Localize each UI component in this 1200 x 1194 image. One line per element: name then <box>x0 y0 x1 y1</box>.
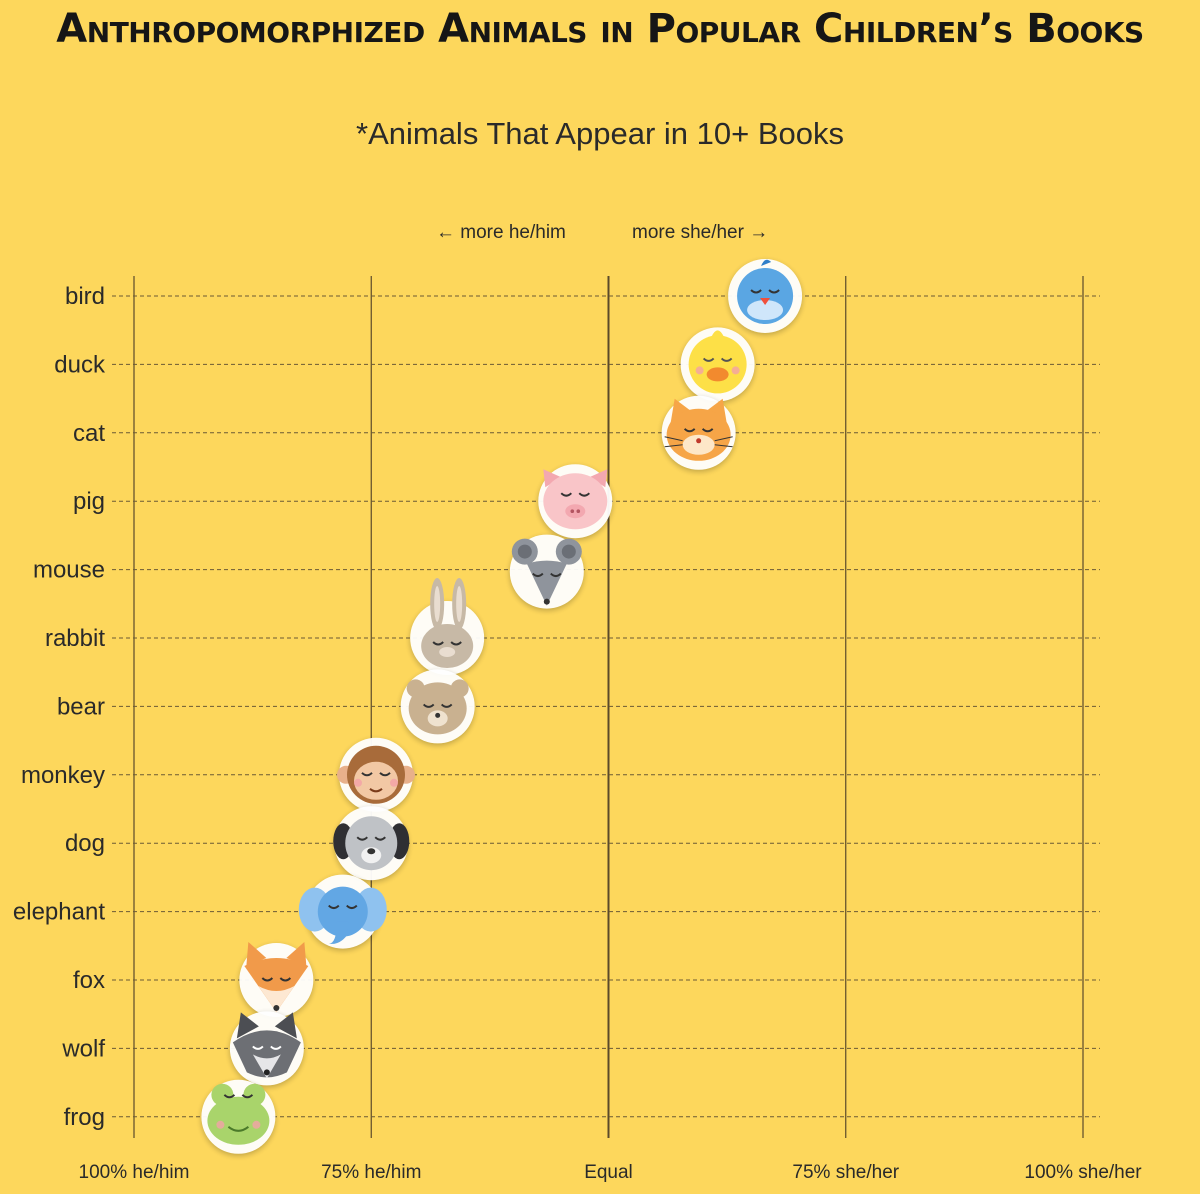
y-tick-label: cat <box>73 420 105 447</box>
chart-subtitle: *Animals That Appear in 10+ Books <box>356 116 844 151</box>
x-tick-label: 100% he/him <box>79 1162 190 1183</box>
x-tick-label: 100% she/her <box>1024 1162 1142 1183</box>
y-tick-label: wolf <box>61 1035 105 1062</box>
x-tick-label: 75% he/him <box>321 1162 421 1183</box>
wolf-face-icon <box>229 1011 304 1086</box>
direction-label-she: more she/her → <box>632 222 769 243</box>
x-tick-label: 75% she/her <box>792 1162 899 1183</box>
pig-face-icon <box>538 464 613 539</box>
y-tick-label: dog <box>65 830 105 857</box>
y-tick-label: pig <box>73 488 105 515</box>
y-tick-label: monkey <box>21 762 105 789</box>
y-tick-label: bear <box>57 693 105 720</box>
y-tick-label: frog <box>64 1104 105 1131</box>
y-tick-label: mouse <box>33 557 105 584</box>
dog-face-icon <box>333 806 410 881</box>
y-tick-label: elephant <box>13 899 105 926</box>
duck-face-icon <box>680 327 755 402</box>
y-tick-label: fox <box>73 967 105 994</box>
cat-face-icon <box>661 395 736 470</box>
monkey-face-icon <box>336 737 415 812</box>
bird-face-icon <box>728 259 803 333</box>
mouse-face-icon <box>509 534 584 609</box>
x-tick-label: Equal <box>584 1162 633 1183</box>
y-tick-label: rabbit <box>45 625 105 652</box>
frog-face-icon <box>201 1079 276 1154</box>
chart-title: Anthropomorphized Animals in Popular Chi… <box>56 6 1144 52</box>
y-tick-label: duck <box>54 351 106 378</box>
direction-label-he: ← more he/him <box>436 222 566 243</box>
data-points <box>201 259 803 1154</box>
elephant-face-icon <box>298 874 387 949</box>
y-tick-label: bird <box>65 283 105 310</box>
bear-face-icon <box>400 669 475 744</box>
rabbit-face-icon <box>410 578 485 675</box>
fox-face-icon <box>239 942 314 1017</box>
